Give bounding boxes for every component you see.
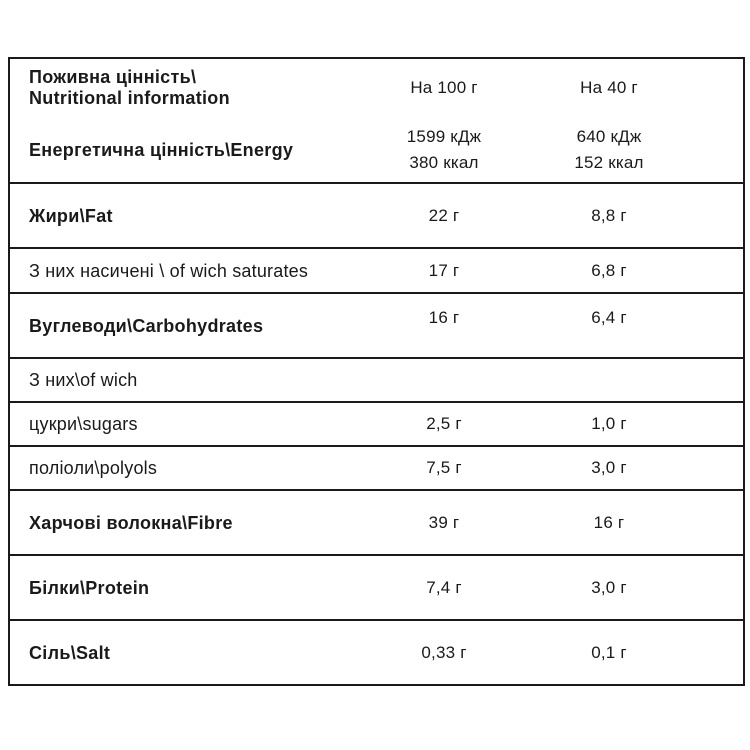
table-row: Вуглеводи\Carbohydrates 16 г 6,4 г — [10, 292, 743, 357]
value-per-40g: 6,4 г — [591, 308, 627, 327]
row-label: Сіль\Salt — [29, 642, 111, 663]
header-label-line2: Nutritional information — [29, 88, 230, 108]
row-label: Енергетична цінність\Energy — [29, 139, 294, 160]
value-per-40g: 3,0 г — [591, 458, 627, 477]
value-per-40g: 0,1 г — [591, 642, 627, 662]
row-label: Вуглеводи\Carbohydrates — [29, 315, 264, 336]
header-label: Поживна цінність\ Nutritional informatio… — [10, 67, 356, 109]
nutrition-table: Поживна цінність\ Nutritional informatio… — [8, 57, 745, 686]
table-row: Жири\Fat 22 г 8,8 г — [10, 182, 743, 247]
header-label-line1: Поживна цінність\ — [29, 67, 197, 87]
value-per-100g: 39 г — [428, 512, 460, 532]
value-per-100g: 22 г — [428, 205, 460, 225]
row-label: Білки\Protein — [29, 577, 150, 598]
value-per-40g: 1,0 г — [591, 414, 627, 433]
row-label: Харчові волокна\Fibre — [29, 512, 233, 533]
row-label: цукри\sugars — [29, 414, 138, 434]
col-header-per-40g: На 40 г — [580, 78, 638, 97]
value-per-100g: 7,4 г — [426, 577, 462, 597]
value-per-100g: 17 г — [428, 260, 460, 280]
table-row: Харчові волокна\Fibre 39 г 16 г — [10, 489, 743, 554]
row-label: З них\of wich — [29, 370, 138, 390]
value-per-40g: 640 кДж 152 ккал — [574, 126, 644, 172]
col-header-per-100g: На 100 г — [410, 78, 478, 97]
row-label: поліоли\polyols — [29, 458, 158, 478]
table-row: З них\of wich — [10, 357, 743, 401]
table-row: цукри\sugars 2,5 г 1,0 г — [10, 401, 743, 445]
value-per-100g: 1599 кДж 380 ккал — [406, 126, 482, 172]
value-per-40g: 6,8 г — [591, 260, 627, 280]
value-per-100g: 16 г — [428, 308, 460, 327]
table-row: Сіль\Salt 0,33 г 0,1 г — [10, 619, 743, 684]
value-per-100g: 0,33 г — [421, 642, 467, 662]
value-per-40g: 3,0 г — [591, 577, 627, 597]
row-label: З них насичені \ of wich saturates — [29, 260, 309, 281]
value-per-100g: 2,5 г — [426, 414, 462, 433]
table-header-row: Поживна цінність\ Nutritional informatio… — [10, 59, 743, 117]
table-rows: Енергетична цінність\Energy 1599 кДж 380 … — [10, 117, 743, 684]
table-row: З них насичені \ of wich saturates 17 г … — [10, 247, 743, 292]
table-row: поліоли\polyols 7,5 г 3,0 г — [10, 445, 743, 489]
value-per-40g: 8,8 г — [591, 205, 627, 225]
table-row: Енергетична цінність\Energy 1599 кДж 380 … — [10, 117, 743, 182]
value-per-40g: 16 г — [593, 512, 625, 532]
table-row: Білки\Protein 7,4 г 3,0 г — [10, 554, 743, 619]
row-label: Жири\Fat — [29, 205, 113, 226]
value-per-100g: 7,5 г — [426, 458, 462, 477]
